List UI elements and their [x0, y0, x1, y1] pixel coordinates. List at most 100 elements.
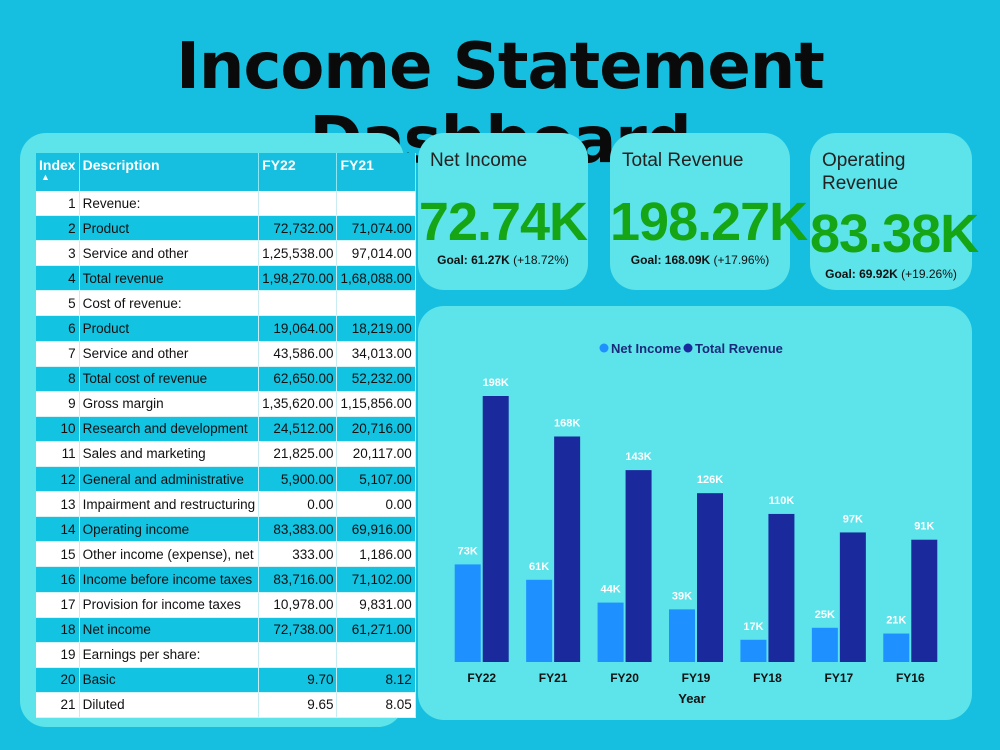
bar-total-revenue[interactable] [625, 470, 652, 662]
table-row[interactable]: 19 Earnings per share: [36, 642, 416, 668]
cell-index: 14 [36, 516, 80, 543]
cell-description: Service and other [79, 240, 260, 267]
cell-index: 5 [36, 290, 80, 317]
table-row[interactable]: 16 Income before income taxes 83,716.00 71,… [36, 566, 416, 593]
x-tick-label: FY18 [753, 671, 782, 685]
column-header-fy22[interactable]: FY22 [258, 153, 338, 191]
table-row[interactable]: 15 Other income (expense), net 333.00 1,186… [36, 541, 416, 568]
data-label: 25K [815, 609, 835, 621]
bar-total-revenue[interactable] [839, 532, 866, 662]
cell-fy21: 1,68,088.00 [336, 265, 416, 292]
cell-fy22: 333.00 [258, 541, 338, 568]
cell-fy21: 8.12 [336, 667, 416, 693]
cell-fy22: 62,650.00 [258, 366, 338, 392]
kpi-goal-label: Goal: 168.09K [630, 253, 711, 267]
cell-description: Basic [79, 667, 260, 693]
kpi-value: 83.38K [810, 204, 979, 264]
data-label: 44K [600, 584, 620, 596]
kpi-card-operating-revenue: Operating Revenue 83.38K Goal: 69.92K (+… [810, 133, 979, 290]
cell-description: Product [79, 215, 260, 242]
column-header-fy21[interactable]: FY21 [336, 153, 416, 191]
cell-fy21 [336, 191, 416, 217]
table-row[interactable]: 4 Total revenue 1,98,270.00 1,68,088.00 [36, 265, 416, 292]
income-statement-table: Index ▲ Description FY22 FY21 1 Revenue: 2… [36, 153, 416, 718]
cell-index: 4 [36, 265, 80, 292]
bar-total-revenue[interactable] [911, 539, 938, 662]
table-row[interactable]: 6 Product 19,064.00 18,219.00 [36, 315, 416, 342]
cell-fy21: 0.00 [336, 491, 416, 518]
table-row[interactable]: 1 Revenue: [36, 191, 416, 217]
data-label: 198K [483, 377, 509, 389]
cell-fy22: 24,512.00 [258, 416, 338, 442]
kpi-card-total-revenue: Total Revenue 198.27K Goal: 168.09K (+17… [610, 133, 808, 290]
bar-net-income[interactable] [740, 639, 767, 662]
table-row[interactable]: 13 Impairment and restructuring 0.00 0.00 [36, 491, 416, 518]
column-header-index[interactable]: Index ▲ [36, 153, 80, 191]
table-row[interactable]: 9 Gross margin 1,35,620.00 1,15,856.00 [36, 391, 416, 417]
kpi-goal-delta: (+18.72%) [513, 253, 569, 267]
kpi-goal-delta: (+17.96%) [713, 253, 770, 267]
table-row[interactable]: 14 Operating income 83,383.00 69,916.00 [36, 516, 416, 543]
bar-net-income[interactable] [526, 579, 553, 662]
kpi-label: Total Revenue [622, 150, 744, 171]
table-row[interactable]: 7 Service and other 43,586.00 34,013.00 [36, 341, 416, 367]
table-row[interactable]: 17 Provision for income taxes 10,978.00 9,8… [36, 592, 416, 618]
table-row[interactable]: 21 Diluted 9.65 8.05 [36, 692, 416, 718]
cell-description: Total cost of revenue [79, 366, 260, 392]
table-row[interactable]: 11 Sales and marketing 21,825.00 20,117.00 [36, 441, 416, 468]
bar-total-revenue[interactable] [768, 513, 795, 662]
table-row[interactable]: 20 Basic 9.70 8.12 [36, 667, 416, 693]
legend-label[interactable]: Total Revenue [695, 341, 783, 356]
table-row[interactable]: 3 Service and other 1,25,538.00 97,014.00 [36, 240, 416, 267]
cell-index: 8 [36, 366, 80, 392]
sort-ascending-icon[interactable]: ▲ [41, 172, 50, 182]
cell-index: 17 [36, 592, 80, 618]
cell-fy21: 18,219.00 [336, 315, 416, 342]
cell-fy22: 21,825.00 [258, 441, 338, 468]
table-row[interactable]: 12 General and administrative 5,900.00 5,10… [36, 466, 416, 493]
cell-index: 19 [36, 642, 80, 668]
cell-description: Diluted [79, 692, 260, 718]
table-row[interactable]: 5 Cost of revenue: [36, 290, 416, 317]
cell-index: 15 [36, 541, 80, 568]
cell-description: Income before income taxes [79, 566, 260, 593]
cell-fy21: 8.05 [336, 692, 416, 718]
bar-total-revenue[interactable] [482, 396, 509, 662]
cell-description: Total revenue [79, 265, 260, 292]
cell-index: 18 [36, 617, 80, 643]
income-statement-table-panel: Index ▲ Description FY22 FY21 1 Revenue: 2… [20, 133, 416, 727]
table-row[interactable]: 10 Research and development 24,512.00 20,71… [36, 416, 416, 442]
cell-fy21: 97,014.00 [336, 240, 416, 267]
cell-description: Other income (expense), net [79, 541, 260, 568]
data-label: 17K [743, 621, 763, 633]
column-header-description[interactable]: Description [79, 153, 260, 191]
x-tick-label: FY20 [610, 671, 639, 685]
bar-total-revenue[interactable] [554, 436, 581, 662]
bar-net-income[interactable] [597, 602, 624, 662]
cell-index: 12 [36, 466, 80, 493]
table-row[interactable]: 18 Net income 72,738.00 61,271.00 [36, 617, 416, 643]
table-row[interactable]: 2 Product 72,732.00 71,074.00 [36, 215, 416, 242]
legend-marker[interactable] [599, 343, 609, 353]
kpi-card-net-income: Net Income 72.74K Goal: 61.27K (+18.72%) [418, 133, 588, 290]
legend-marker[interactable] [683, 343, 693, 353]
cell-fy21: 1,15,856.00 [336, 391, 416, 417]
bar-net-income[interactable] [883, 633, 910, 662]
cell-index: 6 [36, 315, 80, 342]
table-row[interactable]: 8 Total cost of revenue 62,650.00 52,232.00 [36, 366, 416, 392]
cell-fy21 [336, 642, 416, 668]
cell-fy22: 1,35,620.00 [258, 391, 338, 417]
cell-index: 20 [36, 667, 80, 693]
data-label: 73K [458, 545, 478, 557]
cell-index: 3 [36, 240, 80, 267]
cell-index: 1 [36, 191, 80, 217]
legend-label[interactable]: Net Income [611, 341, 681, 356]
bar-net-income[interactable] [811, 627, 838, 662]
bar-net-income[interactable] [669, 609, 695, 662]
cell-index: 7 [36, 341, 80, 367]
bar-net-income[interactable] [454, 564, 481, 662]
cell-fy22: 72,738.00 [258, 617, 338, 643]
cell-index: 11 [36, 441, 80, 468]
cell-description: Service and other [79, 341, 260, 367]
bar-total-revenue[interactable] [697, 493, 723, 662]
